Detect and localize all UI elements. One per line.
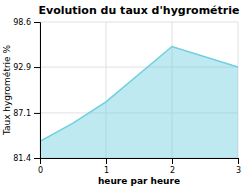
tick-mark	[106, 158, 107, 164]
tick-label: 81.4	[13, 154, 31, 163]
tick: 0	[38, 158, 43, 175]
tick: 87.1	[13, 109, 40, 118]
axis-line	[41, 159, 239, 165]
tick-label: 87.1	[13, 109, 31, 118]
tick-label: 92.9	[13, 63, 31, 72]
tick-mark	[34, 113, 40, 114]
x-axis: 0 1 2 3	[38, 158, 241, 175]
area	[40, 47, 238, 158]
title: Evolution du taux d'hygrométrie	[39, 4, 240, 17]
tick: 1	[104, 158, 109, 175]
line	[40, 47, 238, 142]
tick-label: 1	[104, 166, 109, 175]
tick-mark	[238, 158, 239, 164]
x-axis-title: heure par heure	[98, 176, 180, 186]
tick-label: 98.6	[13, 18, 31, 27]
chart: 0 1 2 3 81.4 87.1 92.9 98.6 Evolution du taux d'…	[0, 0, 250, 188]
grid-line	[40, 22, 238, 23]
tick: 81.4	[13, 154, 40, 163]
grid	[40, 22, 238, 158]
tick: 98.6	[13, 18, 40, 27]
y-axis: 81.4 87.1 92.9 98.6	[13, 18, 40, 163]
tick-label: 2	[170, 166, 175, 175]
y-axis-title: Taux hygrométrie %	[2, 44, 12, 136]
tick-mark	[34, 158, 40, 159]
plot: 0 1 2 3 81.4 87.1 92.9 98.6	[13, 18, 241, 175]
tick: 92.9	[13, 63, 40, 72]
tick: 3	[236, 158, 241, 175]
marks	[40, 47, 238, 158]
tick: 2	[170, 158, 175, 175]
tick-label: 3	[236, 166, 241, 175]
tick-mark	[34, 67, 40, 68]
tick-mark	[34, 22, 40, 23]
axis-line	[34, 23, 41, 159]
tick-mark	[172, 158, 173, 164]
tick-label: 0	[38, 166, 43, 175]
